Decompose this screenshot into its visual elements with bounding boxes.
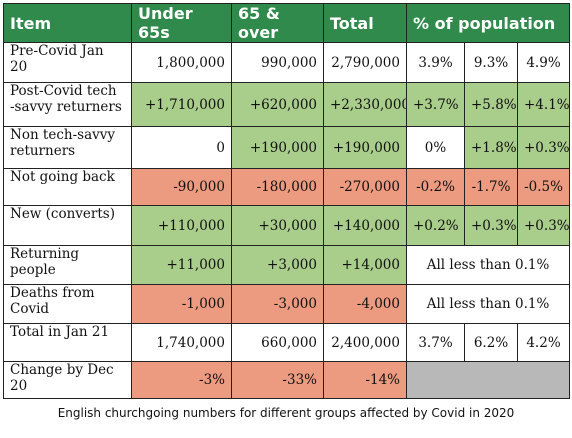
cell-65-and-over: -180,000 [231, 168, 324, 206]
cell-65-and-over: 990,000 [231, 42, 324, 83]
cell-under-65s: -90,000 [131, 168, 232, 206]
cell-65-and-over: +30,000 [231, 205, 324, 246]
cell-pct-65-and-over: +0.3% [464, 205, 518, 246]
table-row: Non tech-savvy returners 0 +190,000 +190… [3, 126, 571, 169]
cell-total: -14% [323, 361, 407, 399]
row-label: Post-Covid tech -savvy returners [3, 82, 132, 127]
cell-percent-note: All less than 0.1% [405, 245, 571, 285]
cell-pct-65-and-over: +1.8% [464, 126, 518, 169]
row-label: Total in Jan 21 [3, 323, 132, 362]
cell-under-65s: -1,000 [131, 284, 232, 324]
table-row: Deaths from Covid -1,000 -3,000 -4,000 A… [3, 284, 571, 324]
row-label: New (converts) [3, 205, 132, 246]
cell-pct-under-65s: 3.7% [406, 323, 465, 362]
cell-65-and-over: -3,000 [231, 284, 324, 324]
cell-under-65s: 0 [131, 126, 232, 169]
cell-pct-65-and-over: +5.8% [464, 82, 518, 127]
table-row: Pre-Covid Jan 20 1,800,000 990,000 2,790… [3, 42, 571, 83]
cell-65-and-over: 660,000 [231, 323, 324, 362]
cell-blank-grey [405, 361, 571, 399]
cell-pct-under-65s: +3.7% [406, 82, 465, 127]
cell-total: +140,000 [323, 205, 407, 246]
table-row: Total in Jan 21 1,740,000 660,000 2,400,… [3, 323, 571, 362]
table-row: Change by Dec 20 -3% -33% -14% [3, 361, 571, 399]
row-label: Deaths from Covid [3, 284, 132, 324]
cell-percent-note: All less than 0.1% [405, 284, 571, 324]
cell-total: +14,000 [323, 245, 407, 285]
cell-total: 2,790,000 [323, 42, 407, 83]
cell-pct-under-65s: 3.9% [406, 42, 465, 83]
cell-pct-under-65s: -0.2% [406, 168, 465, 206]
cell-under-65s: 1,800,000 [131, 42, 232, 83]
cell-total: +190,000 [323, 126, 407, 169]
cell-pct-total: -0.5% [516, 168, 571, 206]
cell-pct-total: 4.2% [516, 323, 571, 362]
cell-under-65s: +110,000 [131, 205, 232, 246]
cell-pct-under-65s: +0.2% [406, 205, 465, 246]
cell-under-65s: -3% [131, 361, 232, 399]
cell-65-and-over: +3,000 [231, 245, 324, 285]
row-label: Not going back [3, 168, 132, 206]
row-label: Pre-Covid Jan 20 [3, 42, 132, 83]
cell-65-and-over: +190,000 [231, 126, 324, 169]
cell-65-and-over: +620,000 [231, 82, 324, 127]
cell-65-and-over: -33% [231, 361, 324, 399]
row-label: Returning people [3, 245, 132, 285]
row-label: Non tech-savvy returners [3, 126, 132, 169]
cell-pct-total: +4.1% [516, 82, 571, 127]
cell-pct-total: +0.3% [516, 126, 571, 169]
header-total: Total [323, 3, 407, 43]
header-row: Item Under 65s 65 & over Total % of popu… [3, 3, 571, 43]
cell-total: +2,330,000 [323, 82, 407, 127]
header-percent-population: % of population [405, 3, 571, 43]
table-row: New (converts) +110,000 +30,000 +140,000… [3, 205, 571, 246]
table-row: Not going back -90,000 -180,000 -270,000… [3, 168, 571, 206]
cell-under-65s: +11,000 [131, 245, 232, 285]
table-row: Returning people +11,000 +3,000 +14,000 … [3, 245, 571, 285]
header-65-and-over: 65 & over [231, 3, 324, 43]
cell-pct-65-and-over: 6.2% [464, 323, 518, 362]
cell-pct-total: +0.3% [516, 205, 571, 246]
churchgoing-table: Item Under 65s 65 & over Total % of popu… [3, 3, 571, 399]
cell-pct-65-and-over: 9.3% [464, 42, 518, 83]
cell-pct-65-and-over: -1.7% [464, 168, 518, 206]
cell-total: 2,400,000 [323, 323, 407, 362]
header-item: Item [3, 3, 132, 43]
cell-under-65s: 1,740,000 [131, 323, 232, 362]
row-label: Change by Dec 20 [3, 361, 132, 399]
cell-pct-total: 4.9% [516, 42, 571, 83]
figure-caption: English churchgoing numbers for differen… [57, 406, 515, 420]
cell-under-65s: +1,710,000 [131, 82, 232, 127]
header-under-65s: Under 65s [131, 3, 232, 43]
cell-total: -4,000 [323, 284, 407, 324]
cell-pct-under-65s: 0% [406, 126, 465, 169]
table-row: Post-Covid tech -savvy returners +1,710,… [3, 82, 571, 127]
cell-total: -270,000 [323, 168, 407, 206]
